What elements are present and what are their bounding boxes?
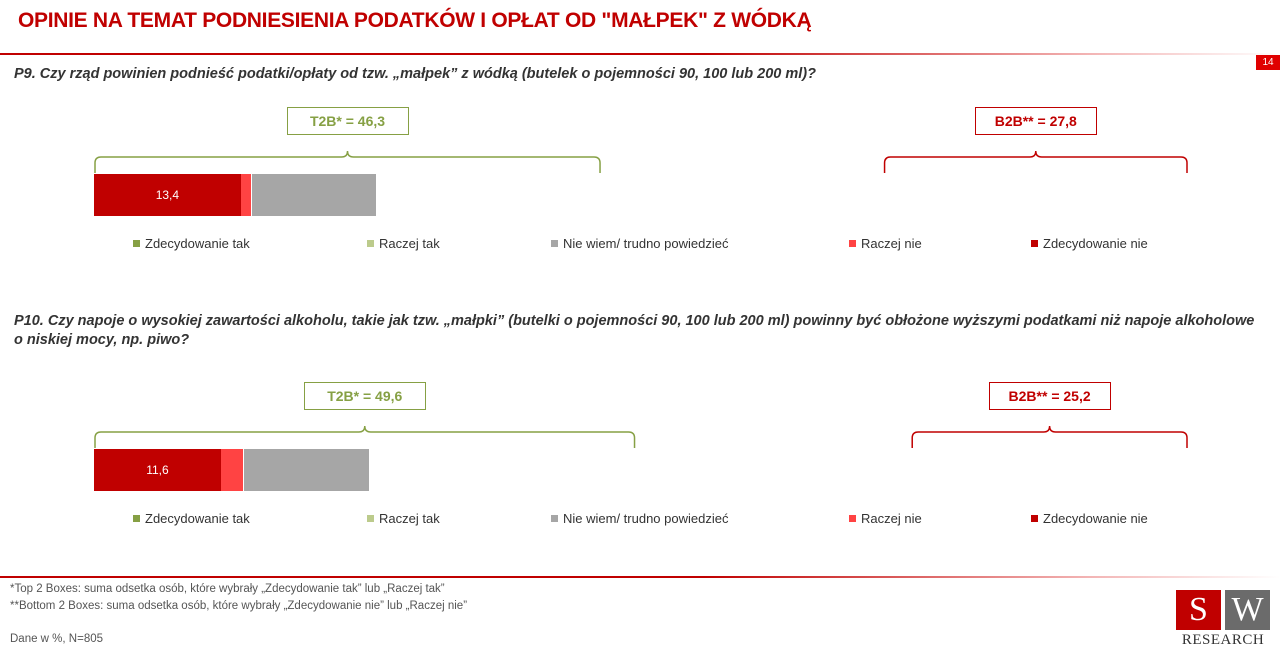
legend-label: Zdecydowanie nie [1043, 511, 1148, 526]
legend-item-5: Zdecydowanie nie [1031, 236, 1148, 251]
legend-label: Raczej nie [861, 236, 922, 251]
stacked-bar: 24,821,525,814,413,4 [94, 174, 1188, 216]
legend-label: Zdecydowanie nie [1043, 236, 1148, 251]
b2b-box: B2B** = 25,2 [988, 382, 1111, 410]
legend-label: Zdecydowanie tak [145, 236, 250, 251]
legend-label: Nie wiem/ trudno powiedzieć [563, 511, 729, 526]
b2b-box: B2B** = 27,8 [974, 107, 1097, 135]
legend-label: Nie wiem/ trudno powiedzieć [563, 236, 729, 251]
legend-swatch [1031, 240, 1038, 247]
legend-swatch [133, 240, 140, 247]
footnote-base: Dane w %, N=805 [10, 633, 104, 645]
legend-swatch [367, 515, 374, 522]
legend-swatch [551, 515, 558, 522]
question-p10: P10. Czy napoje o wysokiej zawartości al… [14, 313, 1255, 348]
t2b-bracket [94, 150, 601, 173]
t2b-box: T2B* = 49,6 [303, 382, 426, 410]
stacked-bar: 24,724,825,213,711,6 [94, 449, 1188, 491]
legend-item-4: Raczej nie [849, 511, 922, 526]
legend-item-1: Zdecydowanie tak [133, 236, 250, 251]
footnote-b2b: **Bottom 2 Boxes: suma odsetka osób, któ… [10, 600, 468, 612]
bar-segment-5: 13,4 [94, 174, 241, 216]
title-divider [0, 53, 1280, 55]
legend-label: Zdecydowanie tak [145, 511, 250, 526]
legend-label: Raczej tak [379, 236, 440, 251]
logo-letter-w: W [1225, 590, 1270, 630]
legend-swatch [367, 240, 374, 247]
page-number: 14 [1256, 55, 1280, 70]
b2b-bracket [911, 425, 1188, 448]
legend-item-4: Raczej nie [849, 236, 922, 251]
page-title: OPINIE NA TEMAT PODNIESIENIA PODATKÓW I … [18, 9, 812, 32]
bar-segment-5: 11,6 [94, 449, 221, 491]
legend-item-3: Nie wiem/ trudno powiedzieć [551, 511, 728, 526]
legend-item-5: Zdecydowanie nie [1031, 511, 1148, 526]
question-p9: P9. Czy rząd powinien podnieść podatki/o… [14, 66, 816, 82]
legend-label: Raczej nie [861, 511, 922, 526]
t2b-box: T2B* = 46,3 [286, 107, 409, 135]
footnote-t2b: *Top 2 Boxes: suma odsetka osób, które w… [10, 583, 445, 595]
footer-divider [0, 576, 1280, 578]
legend-item-2: Raczej tak [367, 236, 440, 251]
legend-label: Raczej tak [379, 511, 440, 526]
legend-item-1: Zdecydowanie tak [133, 511, 250, 526]
logo-subtitle: RESEARCH [1181, 632, 1265, 648]
logo-letter-s: S [1176, 590, 1221, 630]
sw-research-logo: S W RESEARCH [1176, 590, 1270, 649]
legend-item-2: Raczej tak [367, 511, 440, 526]
legend-swatch [849, 515, 856, 522]
legend-swatch [849, 240, 856, 247]
legend-swatch [133, 515, 140, 522]
legend-swatch [1031, 515, 1038, 522]
legend-swatch [551, 240, 558, 247]
t2b-bracket [94, 425, 636, 448]
b2b-bracket [883, 150, 1188, 173]
legend-item-3: Nie wiem/ trudno powiedzieć [551, 236, 728, 251]
